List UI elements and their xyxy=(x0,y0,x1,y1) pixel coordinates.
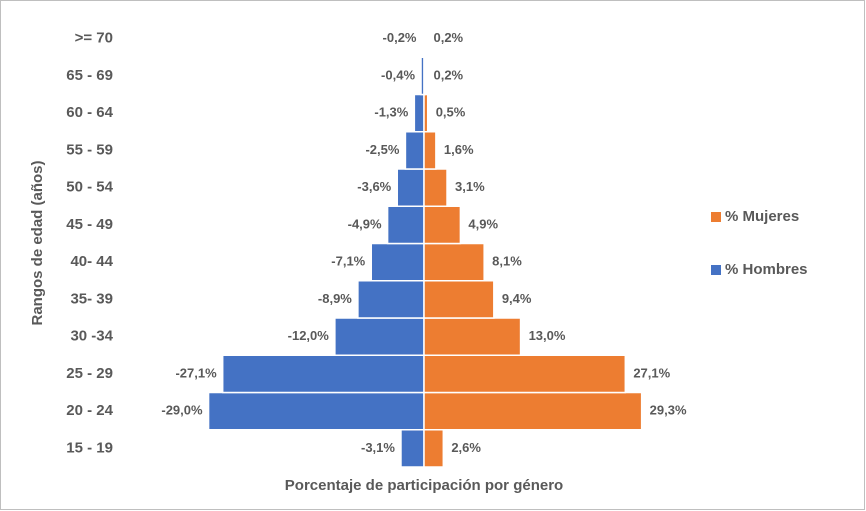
bar xyxy=(370,242,425,282)
data-label: 2,6% xyxy=(451,440,481,455)
data-label: -7,1% xyxy=(331,254,365,269)
y-tick-label: 45 - 49 xyxy=(66,216,113,233)
bar xyxy=(423,93,429,133)
bar xyxy=(423,19,427,58)
bar xyxy=(423,168,448,207)
y-tick-label: 55 - 59 xyxy=(66,141,113,158)
bar xyxy=(423,56,427,96)
bar xyxy=(423,131,437,170)
data-label: -0,4% xyxy=(381,67,415,82)
data-label: 0,2% xyxy=(433,30,463,45)
y-tick-label: 60 - 64 xyxy=(66,104,113,121)
y-tick-label: 25 - 29 xyxy=(66,365,113,382)
legend-swatch xyxy=(711,212,721,222)
bar xyxy=(386,205,425,245)
bar xyxy=(423,280,495,319)
bar xyxy=(357,280,425,319)
bar xyxy=(423,317,522,356)
bar xyxy=(423,242,485,282)
data-label: -0,2% xyxy=(383,30,417,45)
y-tick-label: 15 - 19 xyxy=(66,439,113,456)
bar xyxy=(334,317,425,356)
data-label: -3,1% xyxy=(361,440,395,455)
data-label: 27,1% xyxy=(633,365,670,380)
data-label: 9,4% xyxy=(502,291,532,306)
legend-label: % Hombres xyxy=(725,261,808,278)
data-label: -1,3% xyxy=(374,105,408,120)
data-label: -27,1% xyxy=(175,365,217,380)
y-axis-title: Rangos de edad (años) xyxy=(29,160,46,325)
bar xyxy=(423,205,462,245)
y-tick-label: 20 - 24 xyxy=(66,402,113,419)
y-tick-label: 50 - 54 xyxy=(66,179,113,196)
data-label: 4,9% xyxy=(468,216,498,231)
data-label: 1,6% xyxy=(444,142,474,157)
data-label: -2,5% xyxy=(365,142,399,157)
legend-swatch xyxy=(711,265,721,275)
data-label: -4,9% xyxy=(348,216,382,231)
data-label: 0,2% xyxy=(433,67,463,82)
bar xyxy=(400,429,425,468)
bar xyxy=(221,354,425,394)
bar xyxy=(423,354,627,394)
bar xyxy=(423,391,643,431)
data-label: -12,0% xyxy=(288,328,330,343)
data-label: -8,9% xyxy=(318,291,352,306)
data-label: 0,5% xyxy=(436,105,466,120)
bar xyxy=(207,391,425,431)
y-tick-label: 30 -34 xyxy=(70,328,113,345)
y-tick-label: 65 - 69 xyxy=(66,67,113,84)
data-label: -3,6% xyxy=(357,179,391,194)
y-tick-label: 40- 44 xyxy=(70,253,113,270)
legend-label: % Mujeres xyxy=(725,208,799,225)
data-label: -29,0% xyxy=(161,403,203,418)
x-axis-title: Porcentaje de participación por género xyxy=(285,477,563,494)
data-label: 3,1% xyxy=(455,179,485,194)
data-label: 29,3% xyxy=(650,403,687,418)
y-tick-label: 35- 39 xyxy=(70,290,113,307)
bar xyxy=(423,429,445,468)
bar xyxy=(413,93,425,133)
bar xyxy=(396,168,425,207)
bar xyxy=(404,131,425,170)
data-label: 13,0% xyxy=(529,328,566,343)
y-tick-label: >= 70 xyxy=(75,30,113,47)
data-label: 8,1% xyxy=(492,254,522,269)
